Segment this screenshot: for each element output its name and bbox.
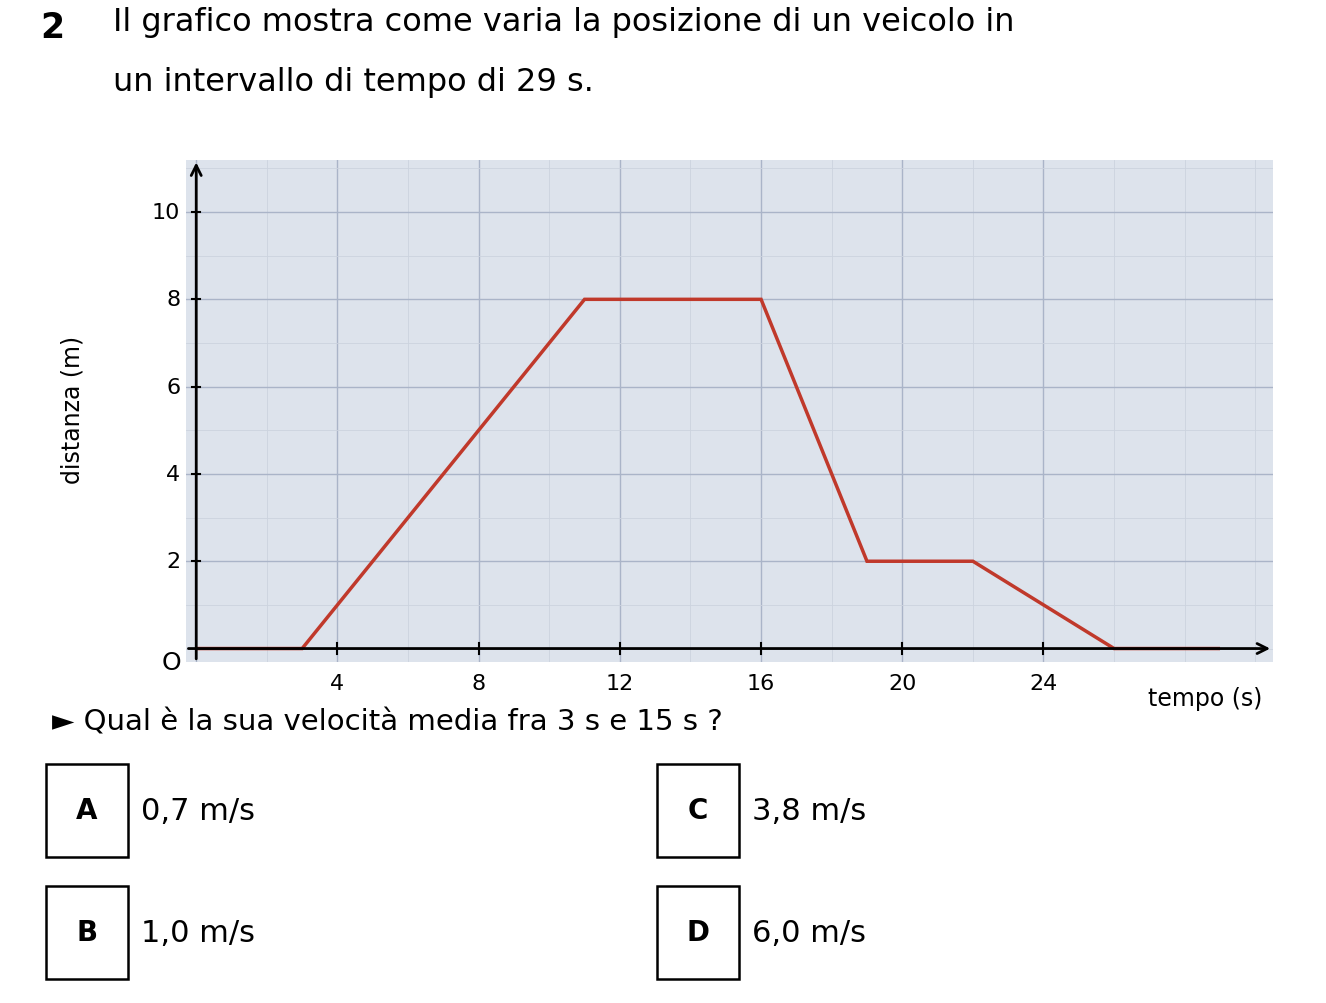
Text: 3,8 m/s: 3,8 m/s [752,796,866,824]
FancyBboxPatch shape [656,886,740,979]
Text: tempo (s): tempo (s) [1148,686,1262,710]
Text: O: O [162,650,182,674]
Text: 6,0 m/s: 6,0 m/s [752,918,866,947]
Text: 2: 2 [166,552,180,572]
FancyBboxPatch shape [656,764,740,857]
Text: C: C [688,796,708,824]
Text: B: B [77,919,98,947]
Text: un intervallo di tempo di 29 s.: un intervallo di tempo di 29 s. [113,67,594,98]
Text: 8: 8 [166,290,180,310]
Text: 24: 24 [1029,673,1058,693]
Text: distanza (m): distanza (m) [61,335,85,483]
Text: 4: 4 [330,673,345,693]
Text: D: D [687,919,709,947]
Text: 4: 4 [166,464,180,484]
FancyBboxPatch shape [45,764,129,857]
Text: Il grafico mostra come varia la posizione di un veicolo in: Il grafico mostra come varia la posizion… [113,7,1014,38]
Text: 1,0 m/s: 1,0 m/s [141,918,255,947]
Text: 20: 20 [888,673,916,693]
Text: 12: 12 [606,673,634,693]
Text: 16: 16 [747,673,776,693]
Text: 2: 2 [40,11,64,45]
Text: ► Qual è la sua velocità media fra 3 s e 15 s ?: ► Qual è la sua velocità media fra 3 s e… [52,708,723,735]
Text: 0,7 m/s: 0,7 m/s [141,796,255,824]
FancyBboxPatch shape [45,886,129,979]
Text: 10: 10 [152,203,180,223]
Text: 6: 6 [166,377,180,397]
Text: 8: 8 [472,673,485,693]
Text: A: A [76,796,98,824]
